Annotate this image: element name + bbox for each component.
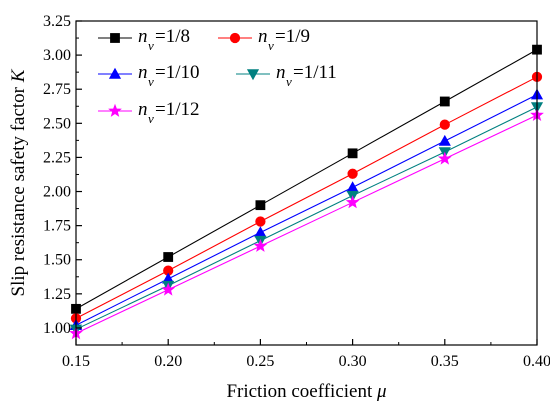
series-line — [75, 76, 538, 319]
legend-symbol: n — [258, 26, 268, 47]
data-point — [163, 252, 174, 262]
legend-ratio: =1/12 — [155, 99, 200, 120]
x-tick-label: 0.20 — [154, 353, 182, 370]
legend-item: n v =1/8 — [98, 26, 190, 53]
y-tick-label: 3.25 — [43, 13, 71, 30]
y-tick-label: 1.00 — [43, 320, 71, 337]
legend: n v =1/8 n v =1/9n v =1/10 n v =1/11n v =1/12 — [98, 26, 337, 126]
legend-symbol: n — [276, 62, 286, 83]
legend-symbol: n — [138, 99, 148, 120]
series-line — [75, 114, 538, 334]
data-point — [438, 134, 451, 146]
data-point — [437, 151, 452, 165]
series-1-12 — [69, 107, 544, 340]
x-tick-label: 0.15 — [62, 353, 90, 370]
legend-item: n v =1/9 — [218, 26, 310, 53]
y-tick-label: 2.75 — [43, 81, 71, 98]
legend-marker — [229, 32, 241, 44]
series-line — [75, 106, 538, 330]
legend-marker — [108, 67, 122, 79]
legend-subscript: v — [148, 38, 154, 53]
data-point — [254, 226, 267, 238]
y-tick-label: 1.25 — [43, 286, 71, 303]
data-point — [255, 200, 266, 211]
x-tick-label: 0.30 — [339, 353, 367, 370]
y-tick-label: 3.00 — [43, 47, 71, 64]
series-1-10 — [69, 88, 544, 330]
legend-ratio: =1/11 — [293, 62, 337, 83]
data-point — [161, 282, 176, 296]
y-axis-title-symbol: K — [8, 68, 29, 83]
series-line — [75, 94, 538, 326]
legend-marker — [108, 103, 122, 117]
legend-symbol: n — [138, 26, 148, 47]
data-point — [346, 181, 359, 193]
legend-symbol: n — [138, 62, 148, 83]
x-axis-title-text: Friction coefficient — [226, 381, 377, 402]
data-point — [347, 168, 358, 179]
y-tick-label: 1.50 — [43, 252, 71, 269]
data-point — [347, 148, 358, 159]
series-line — [75, 49, 538, 310]
data-point — [439, 119, 450, 130]
legend-subscript: v — [148, 74, 154, 89]
x-tick-label: 0.35 — [431, 353, 459, 370]
y-tick-label: 2.50 — [43, 115, 71, 132]
data-point — [345, 195, 360, 209]
series-1-8 — [71, 44, 542, 314]
y-tick-label: 2.25 — [43, 149, 71, 166]
y-tick-label: 2.00 — [43, 184, 71, 201]
legend-marker — [110, 33, 120, 43]
data-point — [439, 96, 450, 107]
legend-subscript: v — [268, 38, 274, 53]
legend-subscript: v — [148, 111, 154, 126]
legend-item: n v =1/11 — [236, 62, 337, 89]
legend-item: n v =1/10 — [98, 62, 200, 89]
legend-ratio: =1/9 — [275, 26, 310, 47]
legend-ratio: =1/10 — [155, 62, 200, 83]
legend-subscript: v — [286, 74, 292, 89]
legend-item: n v =1/12 — [98, 99, 200, 126]
x-tick-label: 0.25 — [246, 353, 274, 370]
legend-marker — [246, 69, 260, 81]
x-axis-title-symbol: μ — [376, 381, 387, 402]
x-axis-title: Friction coefficient μ — [226, 381, 386, 402]
y-axis-title: Slip resistance safety factor K — [8, 68, 29, 296]
x-tick-label: 0.40 — [523, 353, 550, 370]
series-1-11 — [69, 102, 544, 336]
series-1-9 — [70, 71, 543, 324]
y-tick-label: 1.75 — [43, 218, 71, 235]
legend-ratio: =1/8 — [155, 26, 190, 47]
data-point — [253, 238, 268, 252]
data-point — [255, 216, 266, 227]
y-axis-title-text: Slip resistance safety factor — [8, 82, 29, 296]
axis-ticks: 0.15 0.20 0.25 0.30 0.35 0.40 1.00 1.25 1.50 1.75… — [43, 13, 550, 370]
